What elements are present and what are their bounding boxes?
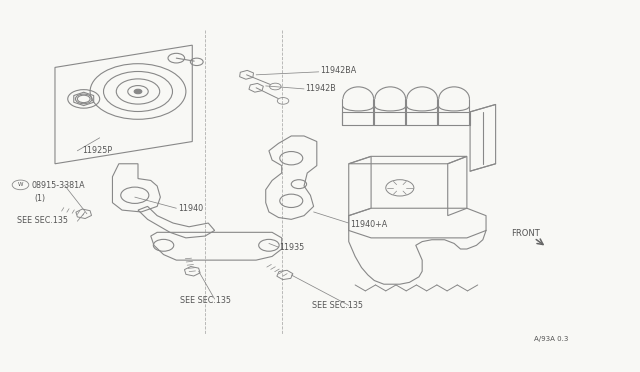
- Text: 11935: 11935: [279, 243, 305, 252]
- Text: 11925P: 11925P: [83, 146, 113, 155]
- Text: A/93A 0.3: A/93A 0.3: [534, 336, 568, 342]
- Text: SEE SEC.135: SEE SEC.135: [312, 301, 363, 310]
- Text: W: W: [18, 182, 23, 187]
- Text: 11940: 11940: [178, 204, 204, 213]
- Text: 11942B: 11942B: [305, 84, 335, 93]
- Text: (1): (1): [34, 194, 45, 203]
- Text: FRONT: FRONT: [511, 229, 540, 238]
- Text: SEE SEC.135: SEE SEC.135: [17, 216, 68, 225]
- Circle shape: [134, 89, 142, 94]
- Text: 11942BA: 11942BA: [321, 66, 357, 75]
- Text: 08915-3381A: 08915-3381A: [31, 181, 85, 190]
- Text: SEE SEC.135: SEE SEC.135: [179, 296, 230, 305]
- Text: 11940+A: 11940+A: [350, 220, 387, 229]
